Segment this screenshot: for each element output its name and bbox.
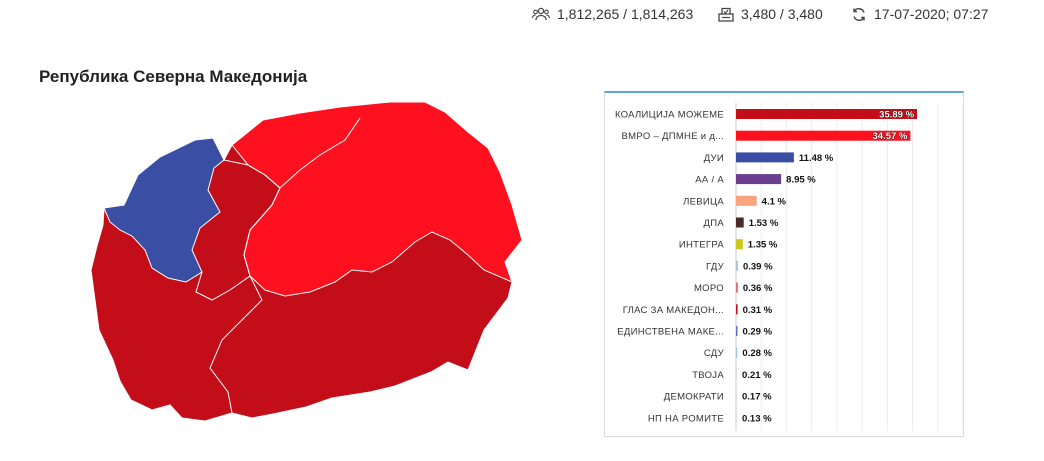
- bar-value-label: 4.1 %: [762, 196, 787, 207]
- category-label: ДПА: [704, 218, 725, 229]
- bar[interactable]: [736, 174, 782, 185]
- bar[interactable]: [736, 304, 738, 315]
- stations-stat: 3,480 / 3,480: [718, 6, 823, 22]
- updated-stat: 17-07-2020; 07:27: [851, 6, 988, 22]
- bar[interactable]: [736, 239, 743, 250]
- voters-icon: [532, 7, 550, 21]
- updated-timestamp: 17-07-2020; 07:27: [874, 6, 989, 22]
- bar[interactable]: [736, 282, 738, 293]
- category-label: ТВОЈА: [692, 370, 724, 381]
- bar-value-label: 0.13 %: [742, 413, 772, 424]
- map-region-northwest[interactable]: [103, 137, 225, 283]
- category-label: ИНТЕГРА: [679, 240, 724, 251]
- bar-value-label: 11.48 %: [799, 153, 834, 164]
- bar-value-label: 0.29 %: [742, 327, 772, 338]
- map-border-southeast: [209, 275, 263, 414]
- stations-count: 3,480 / 3,480: [741, 6, 823, 22]
- bar[interactable]: [736, 217, 744, 228]
- category-label: ДЕМОКРАТИ: [664, 392, 724, 403]
- bar-value-label: 34.57 %: [873, 131, 908, 142]
- bar[interactable]: [736, 326, 738, 336]
- country-map: [90, 101, 523, 422]
- category-label: ЛЕВИЦА: [683, 196, 724, 207]
- bar[interactable]: [736, 152, 794, 163]
- voters-stat: 1,812,265 / 1,814,263: [532, 6, 693, 22]
- bar[interactable]: [736, 260, 738, 271]
- category-label: КОАЛИЦИЈА МОЖЕМЕ: [615, 110, 724, 121]
- bar-value-label: 0.36 %: [743, 283, 773, 294]
- bar-value-label: 0.39 %: [743, 261, 773, 272]
- bar-value-label: 8.95 %: [786, 175, 816, 186]
- bar-value-label: 1.53 %: [749, 218, 779, 229]
- ballot-box-icon: [718, 7, 734, 22]
- bar[interactable]: [736, 369, 738, 380]
- bar[interactable]: [736, 109, 918, 119]
- bar-value-label: 0.28 %: [742, 348, 772, 359]
- bar-value-label: 35.89 %: [879, 110, 914, 121]
- stats-bar: 1,812,265 / 1,814,263 3,480 / 3,480 17-0…: [0, 6, 1044, 26]
- map-border-north: [279, 117, 361, 189]
- bar[interactable]: [736, 130, 911, 141]
- results-chart-panel: КОАЛИЦИЈА МОЖЕМЕ 35.89 % ВМРО – ДПМНЕ и д.…: [604, 91, 964, 437]
- category-label: МОРО: [694, 283, 724, 294]
- refresh-icon: [853, 7, 865, 21]
- category-label: ГДУ: [706, 261, 725, 272]
- voters-count: 1,812,265 / 1,814,263: [557, 6, 694, 22]
- bar[interactable]: [736, 412, 737, 423]
- category-label: СДУ: [704, 348, 725, 359]
- bar-value-label: 0.31 %: [743, 305, 773, 316]
- category-label: ВМРО – ДПМНЕ и д...: [622, 131, 724, 142]
- bar[interactable]: [736, 195, 757, 206]
- category-label: АА / А: [695, 175, 724, 186]
- bar-value-label: 1.35 %: [748, 240, 778, 251]
- results-bar-chart: КОАЛИЦИЈА МОЖЕМЕ 35.89 % ВМРО – ДПМНЕ и д.…: [615, 103, 963, 431]
- category-label: ДУИ: [704, 153, 724, 164]
- map-border-central: [195, 159, 281, 301]
- bar[interactable]: [736, 391, 737, 402]
- bar[interactable]: [736, 347, 738, 358]
- bar-value-label: 0.17 %: [742, 392, 772, 403]
- page-title: Република Северна Македонија: [39, 67, 308, 86]
- bar-value-label: 0.21 %: [742, 370, 772, 381]
- category-label: ЕДИНСТВЕНА МАКЕ...: [617, 327, 724, 338]
- category-label: НП НА РОМИТЕ: [648, 413, 724, 424]
- category-label: ГЛАС ЗА МАКЕДОН...: [623, 305, 724, 316]
